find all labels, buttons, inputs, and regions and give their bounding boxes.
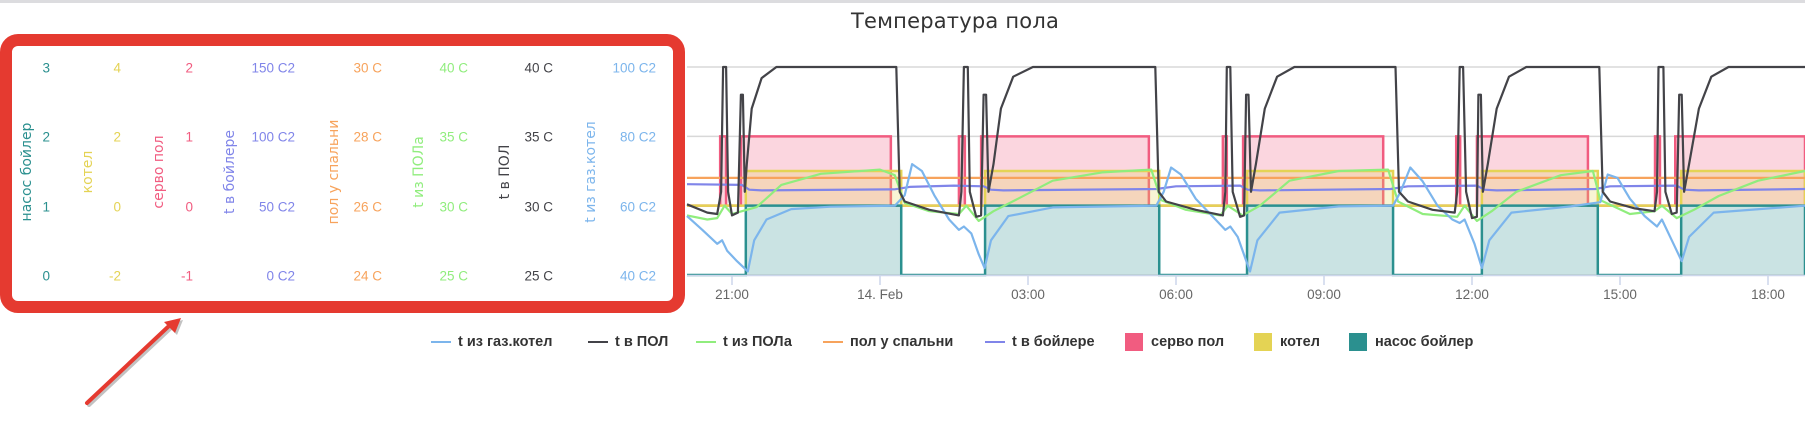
- legend-item[interactable]: насос бойлер: [1349, 330, 1473, 354]
- y-axis-tick-label: 150 C2: [251, 60, 295, 76]
- y-axis-tick-label: 60 C2: [619, 199, 656, 215]
- y-axis-tick-label: 25 C: [524, 268, 553, 284]
- y-axis-tick-label: 30 C: [524, 199, 553, 215]
- series-line-t_v_pol: [686, 65, 1805, 220]
- y-axis-tick-label: 1: [42, 199, 50, 215]
- y-axis-title-t-v-pol: t в ПОЛ: [497, 144, 513, 200]
- y-axis-tick-label: 35 C: [439, 129, 468, 145]
- y-axis-title-servo-pol: серво пол: [151, 135, 167, 209]
- y-axis-tick-label: 1: [185, 129, 193, 145]
- y-axis-tick-label: 24 C: [353, 268, 382, 284]
- x-tick-label: 15:00: [1603, 287, 1637, 302]
- legend-item[interactable]: t в ПОЛ: [588, 330, 668, 354]
- y-axis-tick-label: 4: [113, 60, 121, 76]
- legend-label: пол у спальни: [850, 334, 954, 350]
- x-tick-label: 06:00: [1159, 287, 1193, 302]
- y-axis-tick-label: 30 C: [353, 60, 382, 76]
- legend-label: t из газ.котел: [458, 334, 553, 350]
- legend-square-icon: [1254, 333, 1272, 351]
- y-axis-tick-label: 35 C: [524, 129, 553, 145]
- y-axis-tick-label: 25 C: [439, 268, 468, 284]
- y-axis-tick-label: 2: [42, 129, 50, 145]
- legend-square-icon: [1349, 333, 1367, 351]
- y-axis-title-kotel: котел: [80, 150, 96, 194]
- y-axis-tick-label: 50 C2: [258, 199, 295, 215]
- line-series: [686, 65, 1805, 273]
- y-axis-tick-label: 0: [42, 268, 50, 284]
- y-axis-tick-label: 3: [42, 60, 50, 76]
- legend-label: t в ПОЛ: [615, 334, 669, 350]
- y-axis-tick-label: 80 C2: [619, 129, 656, 145]
- y-axis-tick-label: 100 C2: [251, 129, 295, 145]
- y-axis-tick-label: 28 C: [353, 129, 382, 145]
- series-line-kotel: [687, 169, 1805, 207]
- y-axis-tick-label: -2: [108, 268, 121, 284]
- y-axis-title-t-iz-pola: t из ПОЛа: [411, 136, 427, 208]
- x-axis: [687, 274, 1805, 285]
- legend-line-icon: [985, 341, 1005, 343]
- legend-item[interactable]: пол у спальни: [823, 330, 953, 354]
- legend-item[interactable]: серво пол: [1125, 330, 1224, 354]
- legend-item[interactable]: t из газ.котел: [431, 330, 552, 354]
- y-axis-tick-label: -1: [180, 268, 193, 284]
- legend-label: t из ПОЛа: [723, 334, 792, 350]
- legend-line-icon: [696, 341, 716, 343]
- legend-line-icon: [588, 341, 608, 343]
- legend-label: t в бойлере: [1012, 334, 1095, 350]
- y-axis-tick-label: 40 C: [524, 60, 553, 76]
- y-axis-tick-label: 2: [113, 129, 121, 145]
- y-axis-tick-label: 2: [185, 60, 193, 76]
- legend-label: серво пол: [1151, 334, 1225, 350]
- y-axis-tick-label: 30 C: [439, 199, 468, 215]
- x-tick-label: 14. Feb: [857, 287, 903, 302]
- x-tick-label: 09:00: [1307, 287, 1341, 302]
- y-axis-tick-label: 26 C: [353, 199, 382, 215]
- y-axis-tick-label: 40 C: [439, 60, 468, 76]
- legend-square-icon: [1125, 333, 1143, 351]
- y-axis-tick-label: 100 C2: [612, 60, 656, 76]
- legend-item[interactable]: t в бойлере: [985, 330, 1095, 354]
- x-tick-label: 18:00: [1751, 287, 1785, 302]
- annotation-arrow: [85, 318, 183, 407]
- legend-line-icon: [431, 341, 451, 343]
- chart-title: Температура пола: [850, 9, 1060, 33]
- legend-item[interactable]: t из ПОЛа: [696, 330, 792, 354]
- x-tick-label: 21:00: [715, 287, 749, 302]
- y-axis-tick-label: 0 C2: [266, 268, 295, 284]
- y-axis-tick-label: 40 C2: [619, 268, 656, 284]
- legend-label: котел: [1280, 334, 1320, 350]
- x-tick-label: 03:00: [1011, 287, 1045, 302]
- y-axis-tick-label: 0: [185, 199, 193, 215]
- top-border: [0, 0, 1805, 3]
- legend-line-icon: [823, 341, 843, 343]
- legend-label: насос бойлер: [1375, 334, 1474, 350]
- legend-item[interactable]: котел: [1254, 330, 1320, 354]
- series-area-nasos_boiler: [745, 205, 1805, 275]
- series-area-kotel: [745, 171, 1805, 206]
- step-series: [687, 135, 1805, 277]
- x-tick-label: 12:00: [1455, 287, 1489, 302]
- y-axis-tick-label: 0: [113, 199, 121, 215]
